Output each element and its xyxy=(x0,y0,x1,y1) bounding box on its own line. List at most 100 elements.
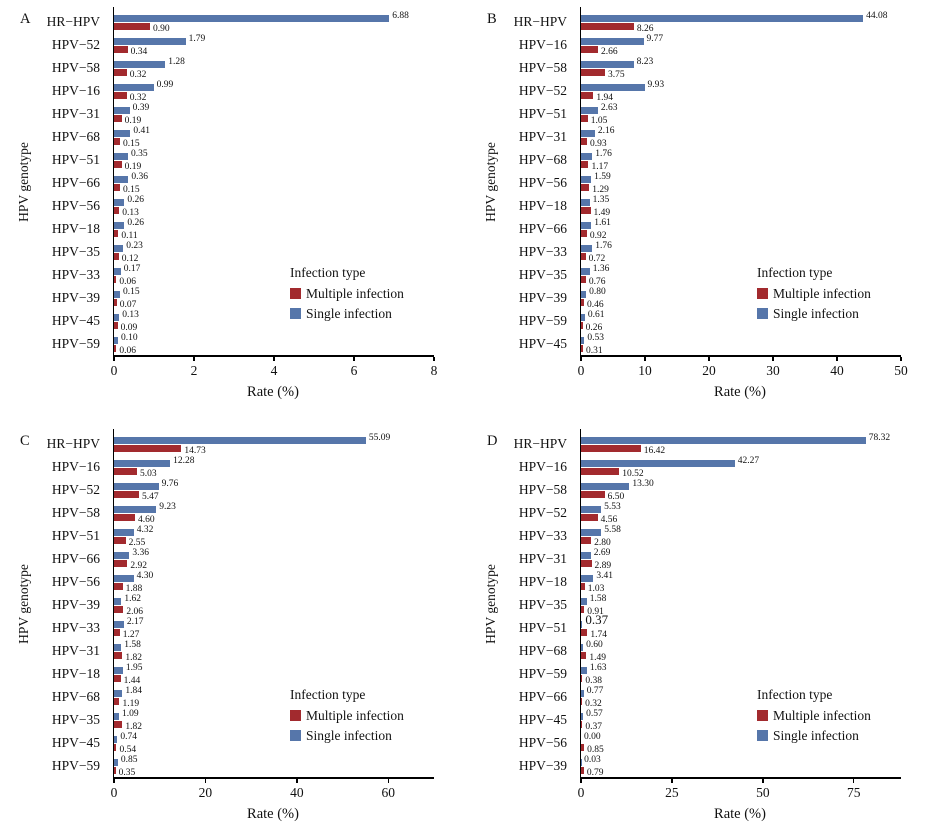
value-label: 1.84 xyxy=(125,686,143,696)
x-tick xyxy=(644,357,646,361)
value-label: 0.15 xyxy=(123,287,140,297)
multiple-infection-bar xyxy=(114,322,118,329)
single-infection-bar xyxy=(114,644,122,651)
single-infection-bar xyxy=(581,314,585,321)
multiple-infection-bar xyxy=(581,138,587,145)
value-label: 0.91 xyxy=(587,607,604,617)
multiple-infection-bar xyxy=(114,537,126,544)
bar-group: 0.74 0.54 xyxy=(114,731,434,755)
value-label: 0.03 xyxy=(584,755,601,765)
category-label: HPV−31 xyxy=(518,129,567,144)
category-label: HR−HPV xyxy=(513,436,567,451)
value-label: 6.50 xyxy=(607,492,625,502)
category-label: HR−HPV xyxy=(46,436,100,451)
bar-group: 0.36 0.15 xyxy=(114,171,434,195)
x-tick-label: 40 xyxy=(290,785,304,800)
category-labels: HR−HPV HPV−16 HPV−52 HPV−58 HPV−51 HPV−66 HPV−… xyxy=(0,432,107,777)
x-tick xyxy=(772,357,774,361)
value-label: 44.08 xyxy=(866,11,888,21)
bar-group: 6.88 0.90 xyxy=(114,10,434,34)
value-label: 8.23 xyxy=(636,57,654,67)
value-label: 5.03 xyxy=(139,469,157,479)
category-label: HPV−59 xyxy=(51,758,100,773)
value-label: 2.17 xyxy=(126,617,144,627)
value-label: 1.58 xyxy=(589,594,607,604)
bar-group: 0.60 1.49 xyxy=(581,639,901,663)
legend-item-label: Multiple infection xyxy=(306,708,404,723)
multiple-infection-bar xyxy=(581,767,584,774)
bar-group: 13.30 6.50 xyxy=(581,478,901,502)
category-label: HPV−68 xyxy=(51,129,100,144)
category-label: HPV−52 xyxy=(518,505,567,520)
panel-letter: A xyxy=(20,11,31,27)
legend-item: Multiple infection xyxy=(757,285,871,302)
value-label: 1.63 xyxy=(589,663,607,673)
bar-group: 0.39 0.19 xyxy=(114,102,434,126)
single-infection-bar xyxy=(114,130,131,137)
value-label: 0.12 xyxy=(121,254,139,264)
single-infection-bar xyxy=(114,552,130,559)
multiple-infection-bar xyxy=(114,629,120,636)
category-label: HPV−45 xyxy=(518,712,567,727)
bars: 78.32 16.42 42.27 10.52 13.30 6.50 5.53 4.56 5.5… xyxy=(581,432,901,778)
value-label: 9.23 xyxy=(159,502,176,512)
multiple-infection-bar xyxy=(581,23,634,30)
panel-c: C HPV genotype HR−HPV HPV−16 HPV−52 HPV−58 H… xyxy=(0,424,466,824)
multiple-infection-bar xyxy=(114,721,123,728)
single-infection-swatch-icon xyxy=(757,308,768,319)
single-infection-bar xyxy=(581,437,866,444)
category-label: HPV−35 xyxy=(518,267,567,282)
category-label: HPV−18 xyxy=(51,221,100,236)
value-label: 5.47 xyxy=(142,492,159,502)
bar-group: 4.30 1.88 xyxy=(114,570,434,594)
category-label: HR−HPV xyxy=(513,14,567,29)
value-label: 9.76 xyxy=(161,479,179,489)
x-tick xyxy=(852,779,855,783)
bar-group: 0.13 0.09 xyxy=(114,309,434,333)
category-label: HPV−51 xyxy=(518,620,567,635)
value-label: 1.19 xyxy=(122,699,140,709)
x-tick xyxy=(900,357,902,361)
bar-group: 0.85 0.35 xyxy=(114,754,434,778)
value-label: 0.13 xyxy=(122,310,139,320)
single-infection-bar xyxy=(114,245,124,252)
multiple-infection-bar xyxy=(114,23,150,30)
multiple-infection-bar xyxy=(114,299,117,306)
value-label: 0.85 xyxy=(120,755,138,765)
legend-item-label: Single infection xyxy=(773,306,859,321)
value-label: 9.77 xyxy=(646,34,664,44)
single-infection-bar xyxy=(114,268,121,275)
single-infection-bar xyxy=(581,690,584,697)
value-label: 1.49 xyxy=(593,208,611,218)
single-infection-bar xyxy=(114,337,118,344)
category-labels: HR−HPV HPV−16 HPV−58 HPV−52 HPV−33 HPV−31 HPV−… xyxy=(467,432,574,777)
category-label: HPV−51 xyxy=(518,106,567,121)
value-label: 0.46 xyxy=(586,300,604,310)
bars: 55.09 14.73 12.28 5.03 9.76 5.47 9.23 4.60 4.32 2… xyxy=(114,432,434,778)
multiple-infection-bar xyxy=(581,744,585,751)
multiple-infection-bar xyxy=(581,537,592,544)
multiple-infection-bar xyxy=(114,115,122,122)
single-infection-bar xyxy=(581,199,590,206)
multiple-infection-bar xyxy=(114,445,182,452)
bar-group: 55.09 14.73 xyxy=(114,432,434,456)
value-label: 5.58 xyxy=(604,525,621,535)
multiple-infection-bar xyxy=(114,606,124,613)
value-label: 0.61 xyxy=(587,310,605,320)
category-label: HPV−31 xyxy=(518,551,567,566)
legend-item: Multiple infection xyxy=(290,707,404,724)
legend-item-label: Multiple infection xyxy=(306,286,404,301)
value-label: 1.76 xyxy=(595,241,612,251)
category-label: HPV−52 xyxy=(51,482,100,497)
bar-group: 2.63 1.05 xyxy=(581,102,901,126)
value-label: 42.27 xyxy=(737,456,760,466)
multiple-infection-bar xyxy=(581,445,641,452)
bar-group: 0.41 0.15 xyxy=(114,125,434,149)
value-label: 0.06 xyxy=(119,277,137,287)
bar-group: 78.32 16.42 xyxy=(581,432,901,456)
multiple-infection-bar xyxy=(581,629,588,636)
single-infection-bar xyxy=(581,483,630,490)
bar-group: 1.58 1.82 xyxy=(114,639,434,663)
category-label: HPV−33 xyxy=(51,267,100,282)
